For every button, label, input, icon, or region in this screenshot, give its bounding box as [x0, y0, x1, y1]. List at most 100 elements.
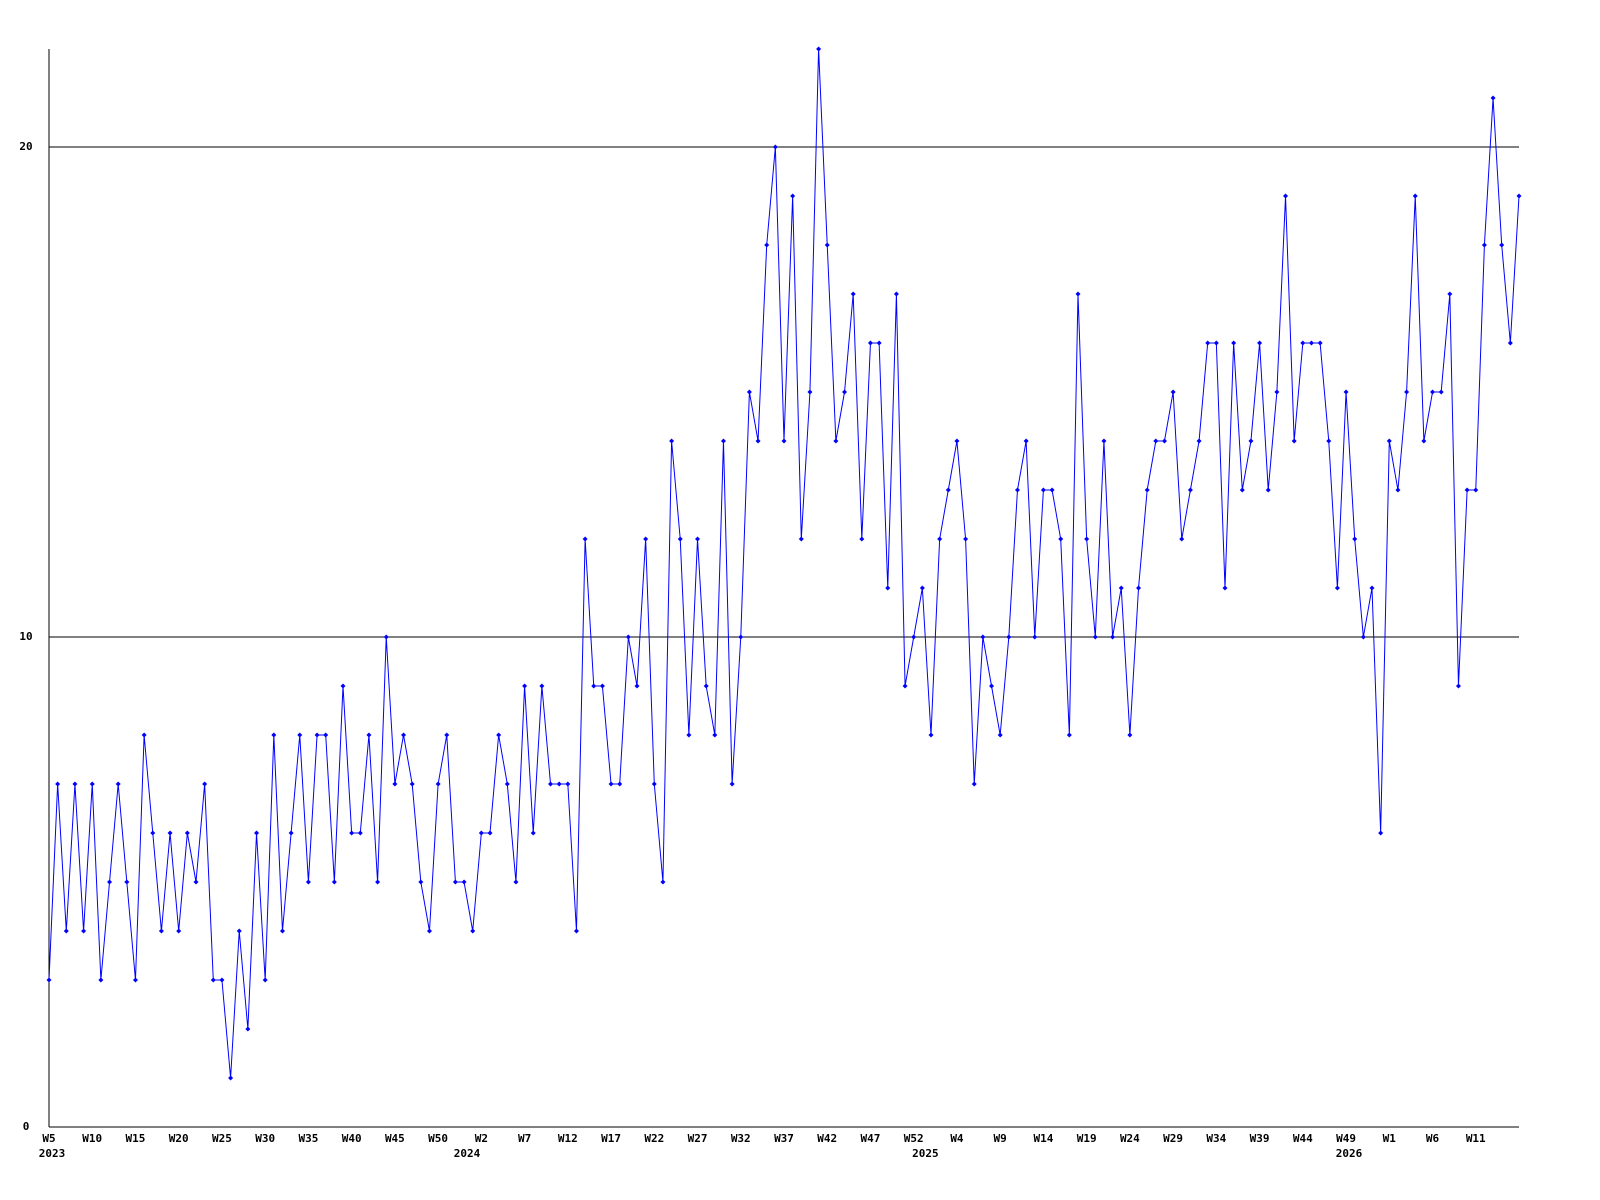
- data-point: [245, 1026, 251, 1032]
- data-point: [470, 928, 476, 934]
- data-point: [72, 781, 78, 787]
- x-tick-label: W20: [169, 1132, 189, 1145]
- data-point: [1291, 438, 1297, 444]
- data-point: [885, 585, 891, 591]
- x-tick-label: W42: [817, 1132, 837, 1145]
- data-point: [608, 781, 614, 787]
- x-tick-label: W19: [1077, 1132, 1097, 1145]
- data-point: [1248, 438, 1254, 444]
- year-label: 2026: [1336, 1147, 1363, 1160]
- data-point: [357, 830, 363, 836]
- data-point: [1455, 683, 1461, 689]
- data-point: [115, 781, 121, 787]
- data-point: [141, 732, 147, 738]
- data-point: [1308, 340, 1314, 346]
- data-point: [565, 781, 571, 787]
- data-point: [651, 781, 657, 787]
- data-point: [738, 634, 744, 640]
- data-point: [816, 46, 822, 52]
- data-point: [729, 781, 735, 787]
- x-tick-label: W52: [904, 1132, 924, 1145]
- data-point: [625, 634, 631, 640]
- data-point: [1153, 438, 1159, 444]
- x-tick-label: W17: [601, 1132, 621, 1145]
- data-point: [677, 536, 683, 542]
- x-tick-label: W12: [558, 1132, 578, 1145]
- data-point: [98, 977, 104, 983]
- data-point: [254, 830, 260, 836]
- data-point: [487, 830, 493, 836]
- data-point: [1239, 487, 1245, 493]
- data-point: [1421, 438, 1427, 444]
- year-label: 2023: [39, 1147, 66, 1160]
- data-point: [1378, 830, 1384, 836]
- data-point: [513, 879, 519, 885]
- data-point: [1222, 585, 1228, 591]
- data-point: [1343, 389, 1349, 395]
- x-tick-label: W35: [298, 1132, 318, 1145]
- y-tick-label: 10: [19, 630, 32, 643]
- data-point: [1257, 340, 1263, 346]
- data-point: [55, 781, 61, 787]
- data-point: [755, 438, 761, 444]
- data-point: [210, 977, 216, 983]
- x-tick-label: W7: [518, 1132, 531, 1145]
- x-tick-label: W47: [861, 1132, 881, 1145]
- data-point: [184, 830, 190, 836]
- x-tick-label: W15: [126, 1132, 146, 1145]
- data-point: [1144, 487, 1150, 493]
- data-point: [556, 781, 562, 787]
- data-point: [1516, 193, 1522, 199]
- data-point: [790, 193, 796, 199]
- data-point: [1430, 389, 1436, 395]
- data-point: [807, 389, 813, 395]
- data-point: [150, 830, 156, 836]
- data-point: [1499, 242, 1505, 248]
- data-point: [305, 879, 311, 885]
- data-point: [288, 830, 294, 836]
- data-point: [1084, 536, 1090, 542]
- data-point: [850, 291, 856, 297]
- data-point: [669, 438, 675, 444]
- data-point: [781, 438, 787, 444]
- data-point: [980, 634, 986, 640]
- data-point: [340, 683, 346, 689]
- data-point: [262, 977, 268, 983]
- x-tick-label: W45: [385, 1132, 405, 1145]
- x-tick-label: W4: [950, 1132, 964, 1145]
- x-tick-label: W29: [1163, 1132, 1183, 1145]
- data-point: [193, 879, 199, 885]
- x-tick-label: W11: [1466, 1132, 1486, 1145]
- data-point: [1369, 585, 1375, 591]
- data-point: [772, 144, 778, 150]
- data-point: [1118, 585, 1124, 591]
- data-point: [954, 438, 960, 444]
- data-point: [1066, 732, 1072, 738]
- data-point: [643, 536, 649, 542]
- data-point: [937, 536, 943, 542]
- data-point: [1040, 487, 1046, 493]
- data-point: [695, 536, 701, 542]
- data-point: [1205, 340, 1211, 346]
- data-point: [366, 732, 372, 738]
- x-tick-label: W25: [212, 1132, 232, 1145]
- x-tick-label: W44: [1293, 1132, 1313, 1145]
- data-point: [703, 683, 709, 689]
- data-point: [1507, 340, 1513, 346]
- data-point: [798, 536, 804, 542]
- data-point: [219, 977, 225, 983]
- data-point: [634, 683, 640, 689]
- data-point: [176, 928, 182, 934]
- data-point: [1412, 193, 1418, 199]
- data-point: [81, 928, 87, 934]
- data-point: [902, 683, 908, 689]
- data-point: [1170, 389, 1176, 395]
- data-point: [919, 585, 925, 591]
- data-point: [504, 781, 510, 787]
- data-point: [997, 732, 1003, 738]
- data-point: [539, 683, 545, 689]
- data-point: [132, 977, 138, 983]
- data-point: [1326, 438, 1332, 444]
- data-point: [375, 879, 381, 885]
